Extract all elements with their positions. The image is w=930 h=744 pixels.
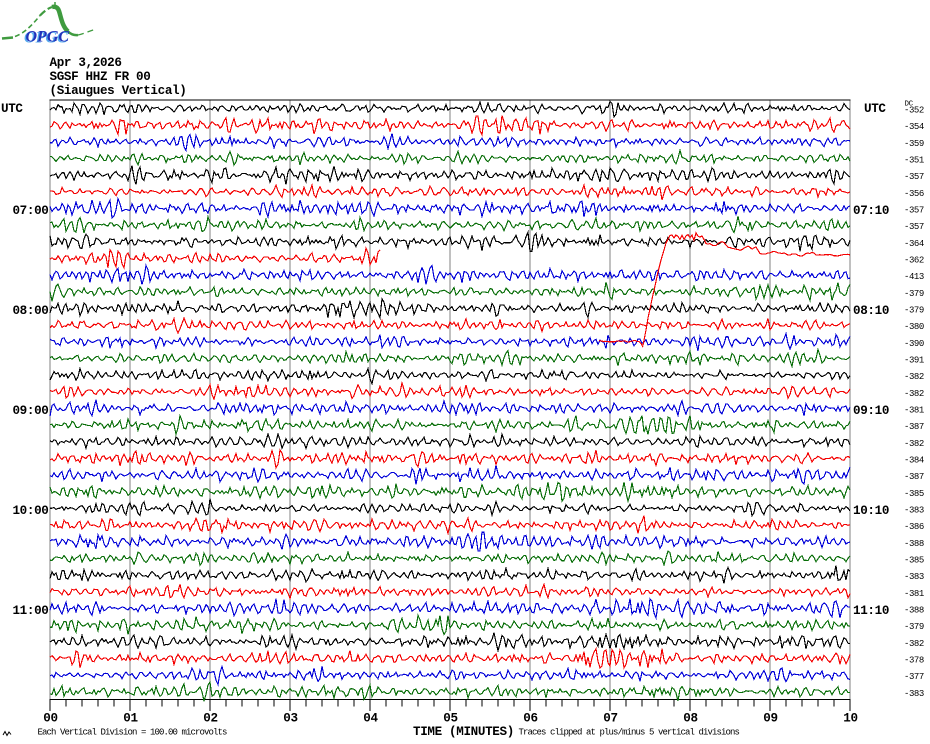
svg-text:09:00: 09:00 xyxy=(12,404,48,418)
svg-text:-359: -359 xyxy=(904,139,924,149)
svg-text:OPGC: OPGC xyxy=(26,29,70,46)
svg-text:-388: -388 xyxy=(904,606,924,616)
svg-text:08:00: 08:00 xyxy=(12,304,48,318)
svg-text:-357: -357 xyxy=(904,206,924,216)
svg-text:-381: -381 xyxy=(904,406,924,416)
svg-text:-386: -386 xyxy=(904,522,924,532)
svg-text:-384: -384 xyxy=(904,456,924,466)
svg-text:05: 05 xyxy=(443,712,457,726)
svg-text:-383: -383 xyxy=(904,689,924,699)
svg-text:Each Vertical Division = 100.: Each Vertical Division = 100.00 microvol… xyxy=(38,728,228,738)
svg-text:08:10: 08:10 xyxy=(853,304,889,318)
svg-text:SGSF HHZ FR 00: SGSF HHZ FR 00 xyxy=(50,70,151,84)
svg-text:06: 06 xyxy=(523,712,537,726)
svg-text:UTC: UTC xyxy=(1,102,23,116)
svg-text:-387: -387 xyxy=(904,422,924,432)
svg-text:-362: -362 xyxy=(904,256,924,266)
svg-text:-385: -385 xyxy=(904,489,924,499)
svg-text:10:10: 10:10 xyxy=(853,504,889,518)
svg-text:-351: -351 xyxy=(904,156,924,166)
svg-text:10:00: 10:00 xyxy=(12,504,48,518)
svg-text:-357: -357 xyxy=(904,222,924,232)
svg-text:Traces clipped at plus/minus 5: Traces clipped at plus/minus 5 vertical … xyxy=(519,728,740,738)
svg-text:-377: -377 xyxy=(904,672,924,682)
svg-text:-379: -379 xyxy=(904,306,924,316)
svg-text:11:10: 11:10 xyxy=(853,604,889,618)
svg-text:-378: -378 xyxy=(904,656,924,666)
svg-text:04: 04 xyxy=(363,712,378,726)
svg-text:11:00: 11:00 xyxy=(12,604,48,618)
svg-text:(Siaugues Vertical): (Siaugues Vertical) xyxy=(50,84,187,98)
svg-text:-379: -379 xyxy=(904,289,924,299)
svg-text:-354: -354 xyxy=(904,122,924,132)
svg-text:-387: -387 xyxy=(904,472,924,482)
svg-text:10: 10 xyxy=(843,712,857,726)
svg-text:01: 01 xyxy=(123,712,138,726)
svg-text:-382: -382 xyxy=(904,639,924,649)
svg-text:-364: -364 xyxy=(904,239,924,249)
svg-text:Apr 3,2026: Apr 3,2026 xyxy=(50,56,122,70)
svg-text:00: 00 xyxy=(43,712,57,726)
svg-text:-379: -379 xyxy=(904,622,924,632)
svg-text:-380: -380 xyxy=(904,322,924,332)
svg-text:09:10: 09:10 xyxy=(853,404,889,418)
svg-text:-383: -383 xyxy=(904,506,924,516)
svg-text:-390: -390 xyxy=(904,339,924,349)
svg-text:UTC: UTC xyxy=(864,102,886,116)
svg-text:-413: -413 xyxy=(904,272,924,282)
svg-text:DC: DC xyxy=(905,101,914,109)
svg-text:07:10: 07:10 xyxy=(853,204,889,218)
svg-text:-388: -388 xyxy=(904,539,924,549)
svg-text:-382: -382 xyxy=(904,439,924,449)
svg-text:02: 02 xyxy=(203,712,217,726)
svg-text:09: 09 xyxy=(763,712,777,726)
svg-text:-357: -357 xyxy=(904,172,924,182)
svg-text:08: 08 xyxy=(683,712,697,726)
svg-text:TIME (MINUTES): TIME (MINUTES) xyxy=(413,725,514,739)
svg-text:07:00: 07:00 xyxy=(12,204,48,218)
svg-text:-391: -391 xyxy=(904,356,924,366)
svg-text:-381: -381 xyxy=(904,589,924,599)
svg-text:-356: -356 xyxy=(904,189,924,199)
svg-text:-382: -382 xyxy=(904,372,924,382)
svg-text:-383: -383 xyxy=(904,572,924,582)
svg-text:-382: -382 xyxy=(904,389,924,399)
svg-text:-352: -352 xyxy=(904,106,924,116)
svg-text:-385: -385 xyxy=(904,556,924,566)
svg-text:03: 03 xyxy=(283,712,297,726)
svg-text:OPGC: OPGC xyxy=(24,30,68,47)
svg-text:07: 07 xyxy=(603,712,617,726)
